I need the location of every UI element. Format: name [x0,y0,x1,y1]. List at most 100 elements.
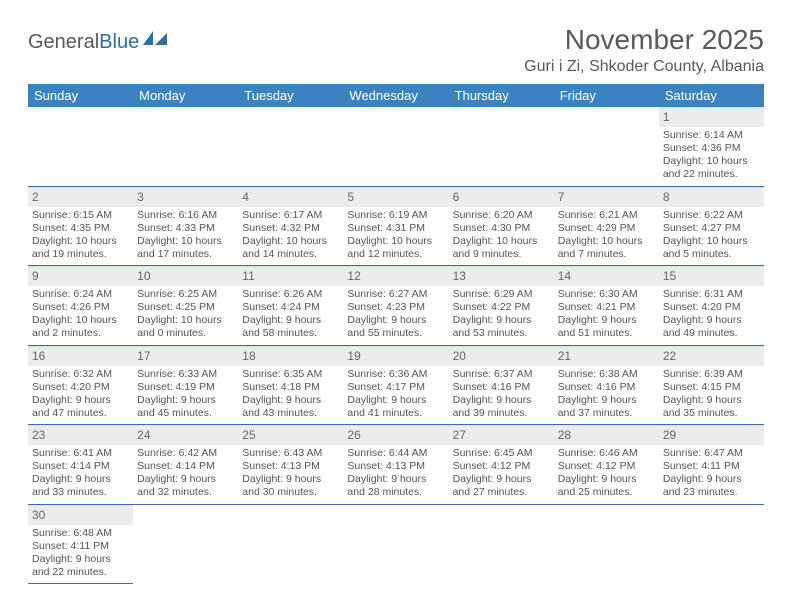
sunset-line: Sunset: 4:19 PM [137,381,234,394]
daylight-line-2: and 28 minutes. [347,486,444,499]
sunset-line: Sunset: 4:32 PM [242,222,339,235]
day-cell [449,504,554,584]
daylight-line-1: Daylight: 9 hours [347,473,444,486]
day-cell: 2Sunrise: 6:15 AMSunset: 4:35 PMDaylight… [28,186,133,266]
sunset-line: Sunset: 4:21 PM [558,301,655,314]
daylight-line-2: and 0 minutes. [137,327,234,340]
sunset-line: Sunset: 4:31 PM [347,222,444,235]
day-cell [449,107,554,186]
day-body: Sunrise: 6:29 AMSunset: 4:22 PMDaylight:… [449,286,554,345]
daylight-line-1: Daylight: 9 hours [32,553,129,566]
sunrise-line: Sunrise: 6:21 AM [558,209,655,222]
sunrise-line: Sunrise: 6:16 AM [137,209,234,222]
day-number: 19 [343,346,448,366]
day-body: Sunrise: 6:30 AMSunset: 4:21 PMDaylight:… [554,286,659,345]
day-cell [28,107,133,186]
day-body: Sunrise: 6:43 AMSunset: 4:13 PMDaylight:… [238,445,343,504]
month-title: November 2025 [524,24,764,56]
daylight-line-2: and 35 minutes. [663,407,760,420]
day-number: 22 [659,346,764,366]
sunrise-line: Sunrise: 6:20 AM [453,209,550,222]
day-body: Sunrise: 6:22 AMSunset: 4:27 PMDaylight:… [659,207,764,266]
daylight-line-2: and 39 minutes. [453,407,550,420]
day-number: 18 [238,346,343,366]
daylight-line-1: Daylight: 10 hours [663,155,760,168]
sunset-line: Sunset: 4:29 PM [558,222,655,235]
day-cell: 10Sunrise: 6:25 AMSunset: 4:25 PMDayligh… [133,266,238,346]
day-header-row: Sunday Monday Tuesday Wednesday Thursday… [28,84,764,107]
day-cell: 9Sunrise: 6:24 AMSunset: 4:26 PMDaylight… [28,266,133,346]
day-cell: 16Sunrise: 6:32 AMSunset: 4:20 PMDayligh… [28,345,133,425]
sunset-line: Sunset: 4:12 PM [558,460,655,473]
daylight-line-1: Daylight: 9 hours [137,394,234,407]
sunrise-line: Sunrise: 6:44 AM [347,447,444,460]
day-cell: 13Sunrise: 6:29 AMSunset: 4:22 PMDayligh… [449,266,554,346]
day-number: 13 [449,266,554,286]
sunset-line: Sunset: 4:23 PM [347,301,444,314]
day-number: 20 [449,346,554,366]
sunrise-line: Sunrise: 6:24 AM [32,288,129,301]
daylight-line-1: Daylight: 9 hours [242,394,339,407]
day-body: Sunrise: 6:15 AMSunset: 4:35 PMDaylight:… [28,207,133,266]
day-cell [554,504,659,584]
day-cell: 5Sunrise: 6:19 AMSunset: 4:31 PMDaylight… [343,186,448,266]
day-body: Sunrise: 6:17 AMSunset: 4:32 PMDaylight:… [238,207,343,266]
daylight-line-1: Daylight: 10 hours [137,314,234,327]
day-body: Sunrise: 6:25 AMSunset: 4:25 PMDaylight:… [133,286,238,345]
sunset-line: Sunset: 4:30 PM [453,222,550,235]
daylight-line-2: and 33 minutes. [32,486,129,499]
sunrise-line: Sunrise: 6:43 AM [242,447,339,460]
daylight-line-2: and 55 minutes. [347,327,444,340]
day-number: 11 [238,266,343,286]
sunrise-line: Sunrise: 6:41 AM [32,447,129,460]
day-number: 23 [28,425,133,445]
day-cell: 26Sunrise: 6:44 AMSunset: 4:13 PMDayligh… [343,425,448,505]
sunset-line: Sunset: 4:33 PM [137,222,234,235]
daylight-line-1: Daylight: 10 hours [663,235,760,248]
header: GeneralBlue November 2025 Guri i Zi, Shk… [28,24,764,76]
day-number: 17 [133,346,238,366]
sunrise-line: Sunrise: 6:15 AM [32,209,129,222]
sunset-line: Sunset: 4:36 PM [663,142,760,155]
day-number: 25 [238,425,343,445]
sunset-line: Sunset: 4:12 PM [453,460,550,473]
daylight-line-2: and 32 minutes. [137,486,234,499]
day-cell: 24Sunrise: 6:42 AMSunset: 4:14 PMDayligh… [133,425,238,505]
daylight-line-2: and 9 minutes. [453,248,550,261]
daylight-line-1: Daylight: 9 hours [453,314,550,327]
sunrise-line: Sunrise: 6:42 AM [137,447,234,460]
sunset-line: Sunset: 4:25 PM [137,301,234,314]
day-number: 16 [28,346,133,366]
week-row: 9Sunrise: 6:24 AMSunset: 4:26 PMDaylight… [28,266,764,346]
sunset-line: Sunset: 4:11 PM [663,460,760,473]
day-cell: 28Sunrise: 6:46 AMSunset: 4:12 PMDayligh… [554,425,659,505]
sunrise-line: Sunrise: 6:37 AM [453,368,550,381]
day-number: 29 [659,425,764,445]
daylight-line-1: Daylight: 9 hours [558,394,655,407]
sunrise-line: Sunrise: 6:29 AM [453,288,550,301]
day-number: 3 [133,187,238,207]
sunrise-line: Sunrise: 6:22 AM [663,209,760,222]
day-number: 21 [554,346,659,366]
day-body: Sunrise: 6:39 AMSunset: 4:15 PMDaylight:… [659,366,764,425]
day-cell [133,107,238,186]
sunset-line: Sunset: 4:16 PM [558,381,655,394]
sunset-line: Sunset: 4:14 PM [137,460,234,473]
daylight-line-1: Daylight: 9 hours [242,473,339,486]
day-number: 24 [133,425,238,445]
sunrise-line: Sunrise: 6:19 AM [347,209,444,222]
sunrise-line: Sunrise: 6:30 AM [558,288,655,301]
daylight-line-2: and 7 minutes. [558,248,655,261]
daylight-line-1: Daylight: 9 hours [558,473,655,486]
day-cell [659,504,764,584]
day-cell: 22Sunrise: 6:39 AMSunset: 4:15 PMDayligh… [659,345,764,425]
day-cell: 3Sunrise: 6:16 AMSunset: 4:33 PMDaylight… [133,186,238,266]
daylight-line-2: and 53 minutes. [453,327,550,340]
day-body: Sunrise: 6:41 AMSunset: 4:14 PMDaylight:… [28,445,133,504]
daylight-line-2: and 45 minutes. [137,407,234,420]
day-cell: 14Sunrise: 6:30 AMSunset: 4:21 PMDayligh… [554,266,659,346]
daylight-line-1: Daylight: 10 hours [558,235,655,248]
sunset-line: Sunset: 4:27 PM [663,222,760,235]
sunset-line: Sunset: 4:14 PM [32,460,129,473]
sunrise-line: Sunrise: 6:47 AM [663,447,760,460]
